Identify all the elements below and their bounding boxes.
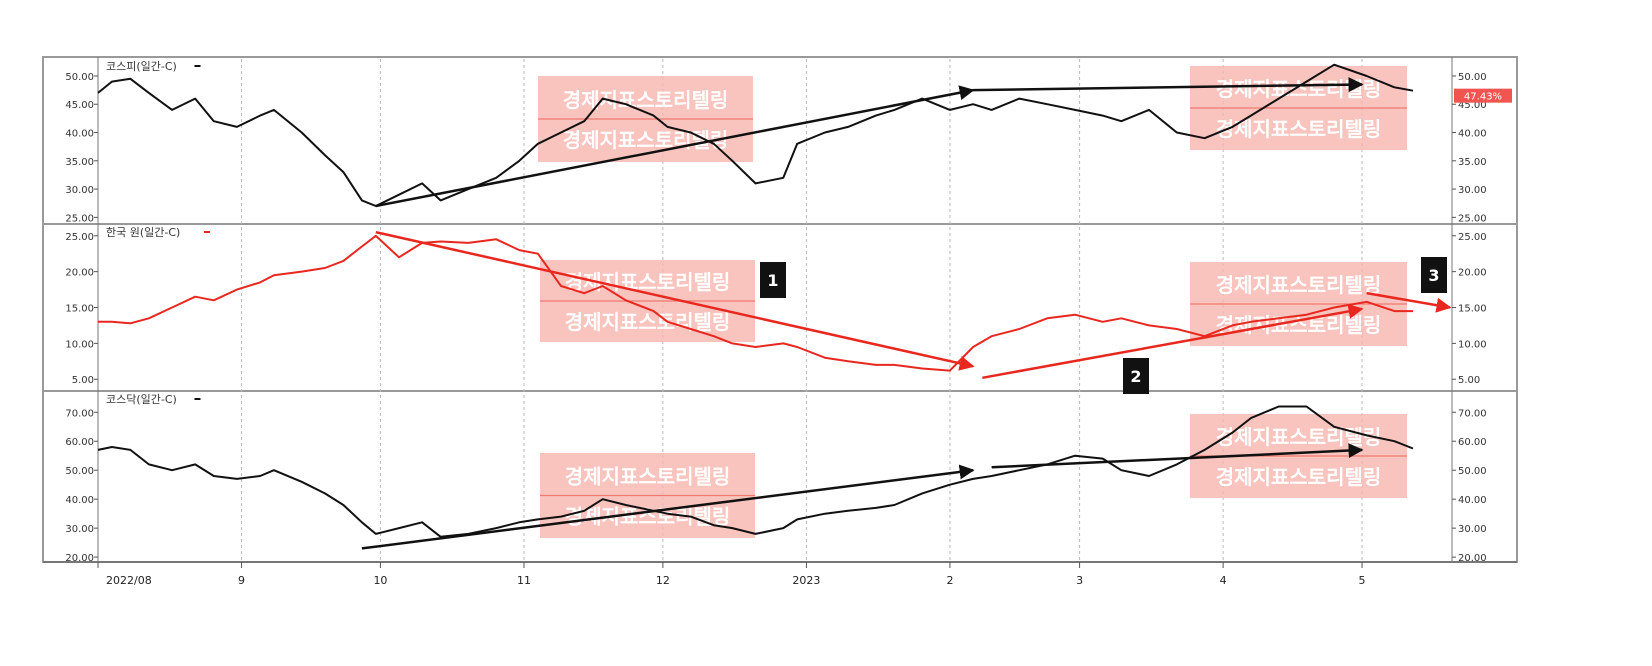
series-line	[98, 234, 1413, 372]
x-tick-label: 3	[1076, 574, 1083, 587]
watermark-text: 경제지표스토리텔링	[565, 505, 731, 529]
y-tick-label-right: 10.00	[1458, 339, 1487, 350]
trend-arrow	[375, 85, 975, 208]
y-tick-label-right: 15.00	[1458, 304, 1487, 315]
y-tick-label-right: 25.00	[1458, 232, 1487, 243]
badge-number: 3	[1428, 266, 1439, 285]
trend-arrow	[982, 303, 1364, 380]
x-tick-label: 2	[946, 574, 953, 587]
y-tick-label-left: 40.00	[65, 129, 94, 140]
x-tick-label: 9	[238, 574, 245, 587]
x-tick-label: 5	[1359, 574, 1366, 587]
y-tick-label-left: 15.00	[65, 304, 94, 315]
y-tick-label-left: 30.00	[65, 185, 94, 196]
badge-box	[760, 262, 786, 298]
badge-number: 1	[767, 271, 778, 290]
watermark-text: 경제지표스토리텔링	[1216, 273, 1382, 297]
y-tick-label-left: 45.00	[65, 100, 94, 111]
watermark-text: 경제지표스토리텔링	[565, 310, 731, 334]
trend-arrow	[1366, 291, 1452, 313]
y-tick-label-left: 20.00	[65, 553, 94, 564]
y-tick-label-right: 5.00	[1458, 375, 1480, 386]
x-tick-label: 12	[656, 574, 670, 587]
y-tick-label-right: 30.00	[1458, 524, 1487, 535]
y-tick-label-right: 50.00	[1458, 72, 1487, 83]
y-tick-label-left: 60.00	[65, 437, 94, 448]
series-label: 한국 원(일간-C)	[106, 225, 180, 239]
x-tick-label: 4	[1220, 574, 1227, 587]
badge-box	[1123, 358, 1149, 394]
watermark-text: 경제지표스토리텔링	[563, 88, 729, 112]
y-tick-label-right: 70.00	[1458, 408, 1487, 419]
series-line	[97, 405, 1414, 538]
series-label: 코스닥(일간-C)	[106, 392, 177, 406]
x-tick-label: 10	[373, 574, 387, 587]
x-tick-label: 2023	[792, 574, 820, 587]
y-tick-label-right: 20.00	[1458, 268, 1487, 279]
y-tick-label-right: 50.00	[1458, 466, 1487, 477]
trend-arrow	[991, 443, 1364, 469]
y-tick-label-left: 50.00	[65, 466, 94, 477]
y-tick-label-right: 35.00	[1458, 157, 1487, 168]
y-tick-label-left: 10.00	[65, 339, 94, 350]
y-tick-label-left: 30.00	[65, 524, 94, 535]
y-tick-label-right: 60.00	[1458, 437, 1487, 448]
watermark-text: 경제지표스토리텔링	[1216, 117, 1382, 141]
y-tick-label-right: 40.00	[1458, 129, 1487, 140]
y-tick-label-left: 20.00	[65, 268, 94, 279]
trend-arrow	[361, 464, 975, 550]
trend-arrow	[973, 77, 1364, 93]
y-tick-label-right: 40.00	[1458, 495, 1487, 506]
y-tick-label-left: 35.00	[65, 157, 94, 168]
y-tick-label-left: 40.00	[65, 495, 94, 506]
last-value-label: 47.43%	[1464, 92, 1502, 103]
x-tick-label: 11	[517, 574, 531, 587]
y-tick-label-right: 25.00	[1458, 213, 1487, 224]
y-tick-label-left: 70.00	[65, 408, 94, 419]
watermark-text: 경제지표스토리텔링	[1216, 465, 1382, 489]
watermark-text: 경제지표스토리텔링	[565, 465, 731, 489]
trend-arrow	[375, 230, 975, 371]
x-tick-label: 2022/08	[106, 574, 152, 587]
y-tick-label-right: 30.00	[1458, 185, 1487, 196]
y-tick-label-right: 45.00	[1458, 100, 1487, 111]
y-tick-label-left: 5.00	[72, 375, 94, 386]
series-line	[97, 63, 1414, 207]
series-label: 코스피(일간-C)	[106, 59, 177, 73]
last-value-tag	[1454, 88, 1512, 103]
watermark-text: 경제지표스토리텔링	[1216, 425, 1382, 449]
y-tick-label-left: 25.00	[65, 232, 94, 243]
watermark-text: 경제지표스토리텔링	[1216, 77, 1382, 101]
badge-box	[1421, 257, 1447, 293]
y-tick-label-left: 50.00	[65, 72, 94, 83]
watermark-text: 경제지표스토리텔링	[563, 128, 729, 152]
y-tick-label-left: 25.00	[65, 213, 94, 224]
y-tick-label-right: 20.00	[1458, 553, 1487, 564]
badge-number: 2	[1130, 367, 1141, 386]
